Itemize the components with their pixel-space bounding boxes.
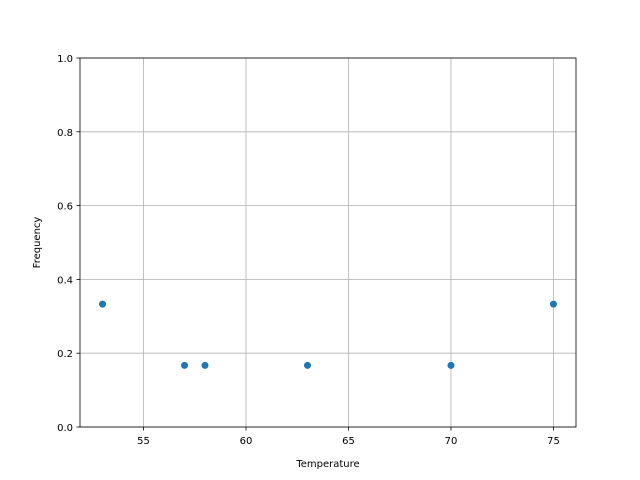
data-points <box>99 300 557 369</box>
data-point <box>201 361 209 369</box>
data-point <box>549 300 557 308</box>
y-axis-label: Frequency <box>32 217 43 269</box>
axes-frame <box>79 57 577 428</box>
x-tick-label: 75 <box>547 436 560 447</box>
data-point <box>447 361 455 369</box>
data-point <box>99 300 107 308</box>
y-tick-label: 1.0 <box>57 54 73 65</box>
y-tick-label: 0.2 <box>57 349 73 360</box>
data-point <box>304 361 312 369</box>
y-tick-label: 0.8 <box>57 128 73 139</box>
y-tick-label: 0.0 <box>57 423 73 434</box>
x-tick-label: 70 <box>445 436 458 447</box>
x-tick-label: 55 <box>137 436 150 447</box>
x-tick-label: 60 <box>240 436 253 447</box>
data-point <box>181 361 189 369</box>
x-axis-label: Temperature <box>295 459 359 470</box>
y-tick-label: 0.6 <box>57 202 73 213</box>
y-tick-label: 0.4 <box>57 275 73 286</box>
ticks: 55 60 65 70 75 0.0 0.2 0.4 0.6 0.8 1.0 <box>57 54 560 447</box>
grid <box>80 57 576 428</box>
x-tick-label: 65 <box>342 436 355 447</box>
